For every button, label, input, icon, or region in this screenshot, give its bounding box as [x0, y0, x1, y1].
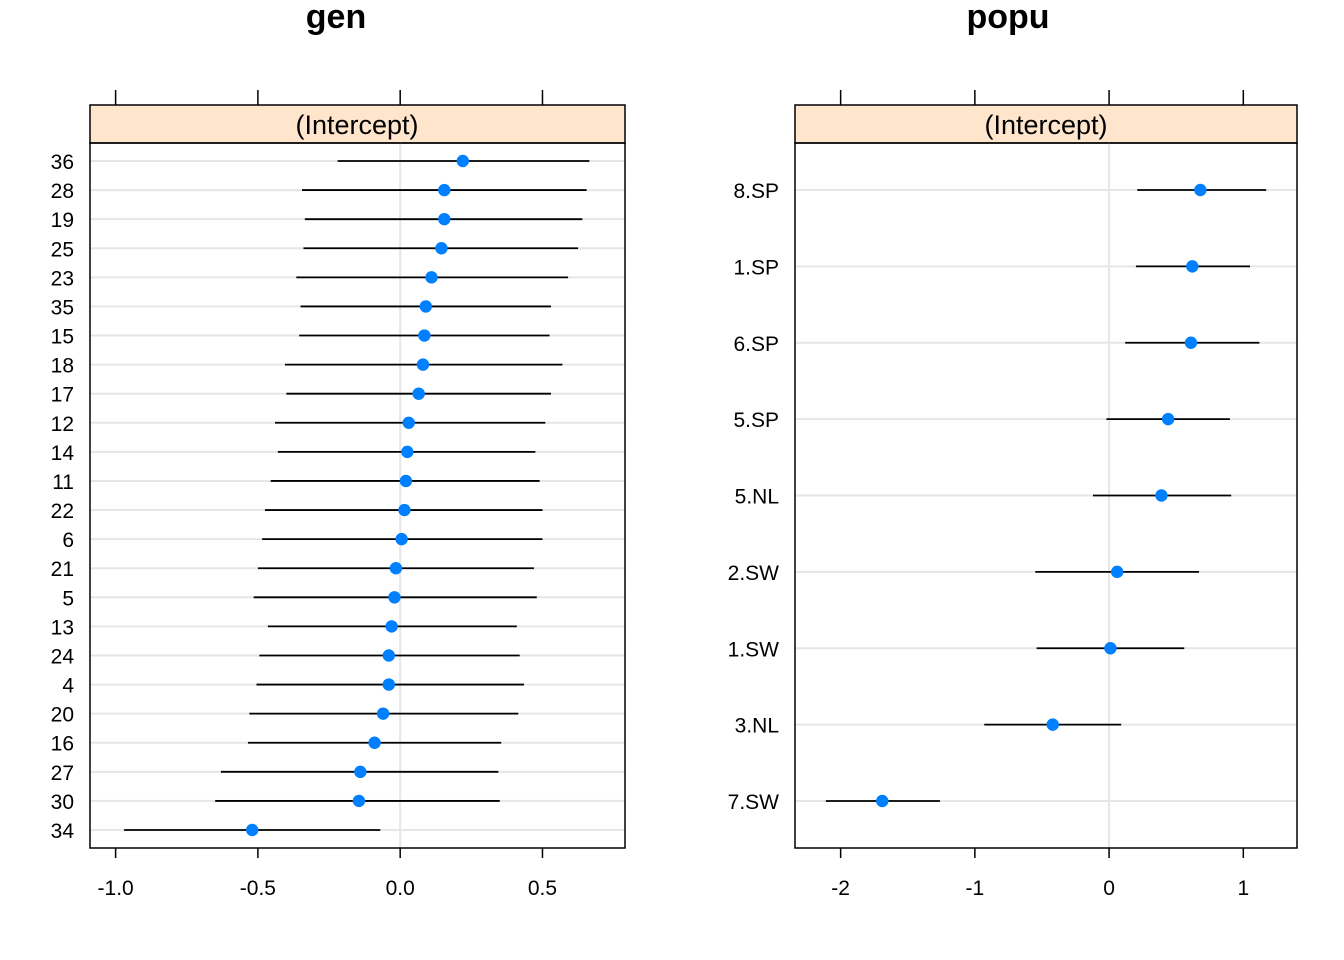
category-labels-gen: 36 28 19 25 23 35 15 18 17 12 14 11 22 6 21 5 13 24 4 20 16 2…	[51, 151, 75, 843]
estimate-point	[402, 416, 415, 429]
estimate-point	[388, 591, 401, 604]
category-label: 22	[51, 500, 74, 523]
category-label: 34	[51, 820, 75, 843]
estimate-point	[1161, 412, 1175, 426]
category-label: 18	[51, 355, 74, 378]
estimate-point	[418, 329, 431, 342]
category-label: 3.NL	[735, 715, 779, 738]
x-tick-label: 0.5	[528, 877, 557, 900]
category-label: 21	[51, 558, 74, 581]
interval-layer-gen	[124, 160, 590, 831]
estimate-point	[412, 387, 425, 400]
category-label: 27	[51, 762, 74, 785]
category-label: 4	[62, 675, 74, 698]
category-label: 30	[51, 791, 74, 814]
panel-gen: gen (Intercept) -1.0 -0.5 0.0 0.5 36 28 19 25 2…	[51, 0, 626, 900]
estimate-point	[435, 242, 448, 255]
plot-frame-gen	[89, 142, 626, 849]
category-label: 14	[51, 442, 75, 465]
estimate-point	[399, 474, 413, 488]
strip-background-popu	[794, 104, 1298, 144]
estimate-point	[1155, 489, 1168, 502]
estimate-point	[419, 300, 432, 313]
x-tick-label: 0	[1103, 877, 1115, 900]
category-label: 1.SP	[733, 256, 779, 279]
category-label: 12	[51, 413, 74, 436]
estimate-point	[382, 678, 396, 691]
axis-ticks-popu: -2 -1 0 1	[831, 90, 1249, 900]
estimate-point	[416, 358, 430, 371]
category-label: 25	[51, 238, 74, 261]
estimate-point	[398, 503, 411, 517]
category-label: 11	[52, 471, 74, 494]
category-label: 8.SP	[733, 180, 779, 203]
category-label: 1.SW	[728, 638, 780, 661]
x-tick-label: -1	[966, 877, 985, 900]
estimate-point	[876, 794, 889, 808]
category-label: 35	[51, 296, 74, 319]
panel-popu: popu (Intercept) -2 -1 0 1 8.SP 1.SP 6.SP 5.SP…	[728, 0, 1298, 900]
category-label: 6	[62, 529, 74, 552]
strip-background-gen	[89, 104, 626, 144]
strip-label-gen: (Intercept)	[295, 110, 418, 140]
x-tick-label: -0.5	[240, 877, 276, 900]
panel-title-gen: gen	[306, 0, 366, 36]
category-label: 20	[51, 704, 74, 727]
category-label: 13	[51, 616, 74, 639]
category-label: 7.SW	[728, 791, 780, 814]
category-label: 5.NL	[735, 486, 779, 509]
estimate-point	[246, 823, 259, 837]
estimate-point	[1184, 336, 1198, 349]
estimate-point	[376, 707, 390, 720]
estimate-point	[438, 183, 451, 197]
category-label: 23	[51, 267, 74, 290]
estimate-point	[385, 620, 398, 633]
estimate-point	[401, 445, 414, 459]
x-tick-label: -2	[831, 877, 850, 900]
category-label: 2.SW	[728, 562, 780, 585]
estimate-point	[1194, 183, 1207, 197]
category-label: 5.SP	[733, 409, 779, 432]
category-label: 24	[51, 645, 75, 668]
category-label: 16	[51, 733, 74, 756]
point-layer-popu	[876, 183, 1207, 808]
category-label: 5	[62, 587, 74, 610]
point-layer-gen	[246, 154, 469, 837]
category-labels-popu: 8.SP 1.SP 6.SP 5.SP 5.NL 2.SW 1.SW 3.NL 7.SW	[728, 180, 780, 814]
estimate-point	[1186, 260, 1199, 273]
estimate-point	[382, 649, 396, 662]
estimate-point	[352, 794, 366, 808]
estimate-point	[368, 736, 381, 749]
category-label: 6.SP	[733, 333, 779, 356]
estimate-point	[354, 765, 367, 779]
estimate-point	[1110, 565, 1124, 579]
estimate-point	[389, 562, 403, 575]
plot-frame-popu	[794, 142, 1298, 849]
category-label: 36	[51, 151, 74, 174]
estimate-point	[1046, 718, 1059, 731]
estimate-point	[1104, 642, 1117, 655]
x-tick-label: -1.0	[98, 877, 134, 900]
estimate-point	[438, 212, 451, 226]
strip-label-popu: (Intercept)	[984, 110, 1107, 140]
category-label: 19	[51, 209, 74, 232]
estimate-point	[395, 532, 408, 546]
category-label: 17	[51, 384, 74, 407]
x-tick-label: 0.0	[386, 877, 415, 900]
axis-ticks-gen: -1.0 -0.5 0.0 0.5	[98, 90, 557, 900]
category-label: 15	[51, 326, 74, 349]
category-label: 28	[51, 180, 74, 203]
estimate-point	[456, 154, 469, 168]
estimate-point	[425, 271, 438, 284]
x-tick-label: 1	[1237, 877, 1249, 900]
panel-title-popu: popu	[966, 0, 1049, 36]
